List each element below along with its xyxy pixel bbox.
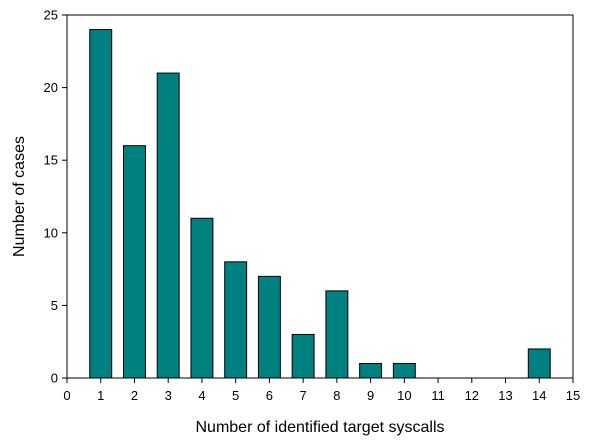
x-tick-label-4: 4 <box>198 388 205 403</box>
x-tick-label-3: 3 <box>165 388 172 403</box>
x-tick-label-7: 7 <box>300 388 307 403</box>
bar-3 <box>156 72 180 379</box>
x-axis-title: Number of identified target syscalls <box>196 419 445 436</box>
bar-2 <box>123 145 146 379</box>
bar-5 <box>224 261 248 379</box>
bar-4 <box>190 217 214 379</box>
x-tick-label-8: 8 <box>333 388 340 403</box>
bar-1 <box>89 29 113 379</box>
y-axis-ticks: 0 5 10 15 20 25 <box>44 8 67 386</box>
x-tick-label-0: 0 <box>63 388 70 403</box>
plot-frame <box>66 14 574 379</box>
x-tick-label-5: 5 <box>232 388 239 403</box>
bar-6 <box>257 275 281 379</box>
bar-7 <box>291 333 315 379</box>
x-tick-label-13: 13 <box>498 388 512 403</box>
x-axis-ticks: 0 1 2 3 4 5 6 7 8 9 10 11 12 13 14 15 <box>63 378 580 403</box>
x-tick-label-14: 14 <box>532 388 546 403</box>
x-tick-label-15: 15 <box>566 388 580 403</box>
x-tick-label-1: 1 <box>97 388 104 403</box>
x-tick-label-9: 9 <box>367 388 374 403</box>
x-tick-label-10: 10 <box>397 388 411 403</box>
y-tick-label-5: 5 <box>51 298 58 313</box>
y-tick-label-0: 0 <box>51 371 58 386</box>
bar-8 <box>325 290 349 379</box>
bars-group <box>89 29 551 379</box>
y-tick-label-25: 25 <box>44 8 58 23</box>
x-tick-label-2: 2 <box>131 388 138 403</box>
bar-14 <box>527 348 551 379</box>
x-tick-label-6: 6 <box>266 388 273 403</box>
y-axis-title: Number of cases <box>11 136 28 257</box>
bar-9 <box>359 362 383 379</box>
x-tick-label-11: 11 <box>431 388 445 403</box>
y-tick-label-15: 15 <box>44 153 58 168</box>
x-tick-label-12: 12 <box>465 388 479 403</box>
y-tick-label-20: 20 <box>44 80 58 95</box>
bar-10 <box>392 362 416 379</box>
y-tick-label-10: 10 <box>44 225 58 240</box>
